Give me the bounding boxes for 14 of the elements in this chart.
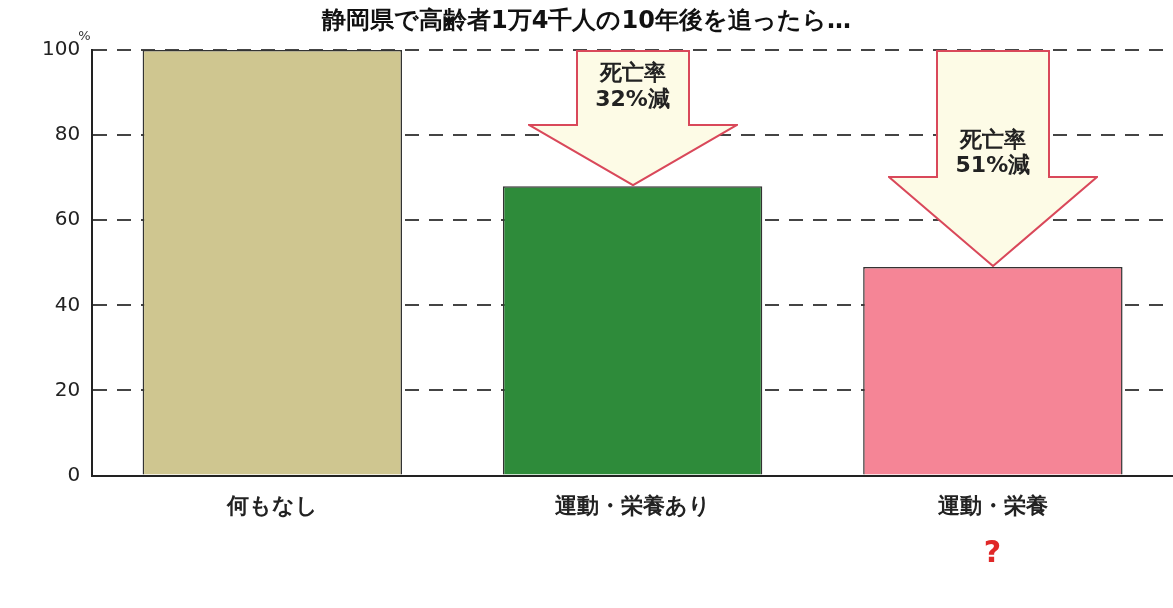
x-tick-label: 運動・栄養あり — [554, 492, 711, 518]
y-tick-label: 100 — [41, 36, 81, 61]
y-tick-label: 80 — [54, 121, 81, 146]
y-tick-label: 40 — [54, 291, 81, 316]
y-tick-label: 0 — [67, 461, 81, 486]
y-tick-label: 20 — [54, 376, 81, 401]
y-tick-label: 60 — [54, 206, 81, 231]
x-tick-label: 何もなし — [225, 492, 318, 518]
annotation: 死亡率 51%減 — [954, 126, 1032, 178]
chart-title: 静岡県で高齢者1万4千人の10年後を追ったら… — [322, 6, 851, 34]
y-axis-title: % — [78, 28, 91, 43]
x-tick-label: 運動・栄養 — [937, 492, 1048, 518]
text: ? — [983, 533, 1002, 569]
annotation: 死亡率 32%減 — [594, 60, 671, 112]
